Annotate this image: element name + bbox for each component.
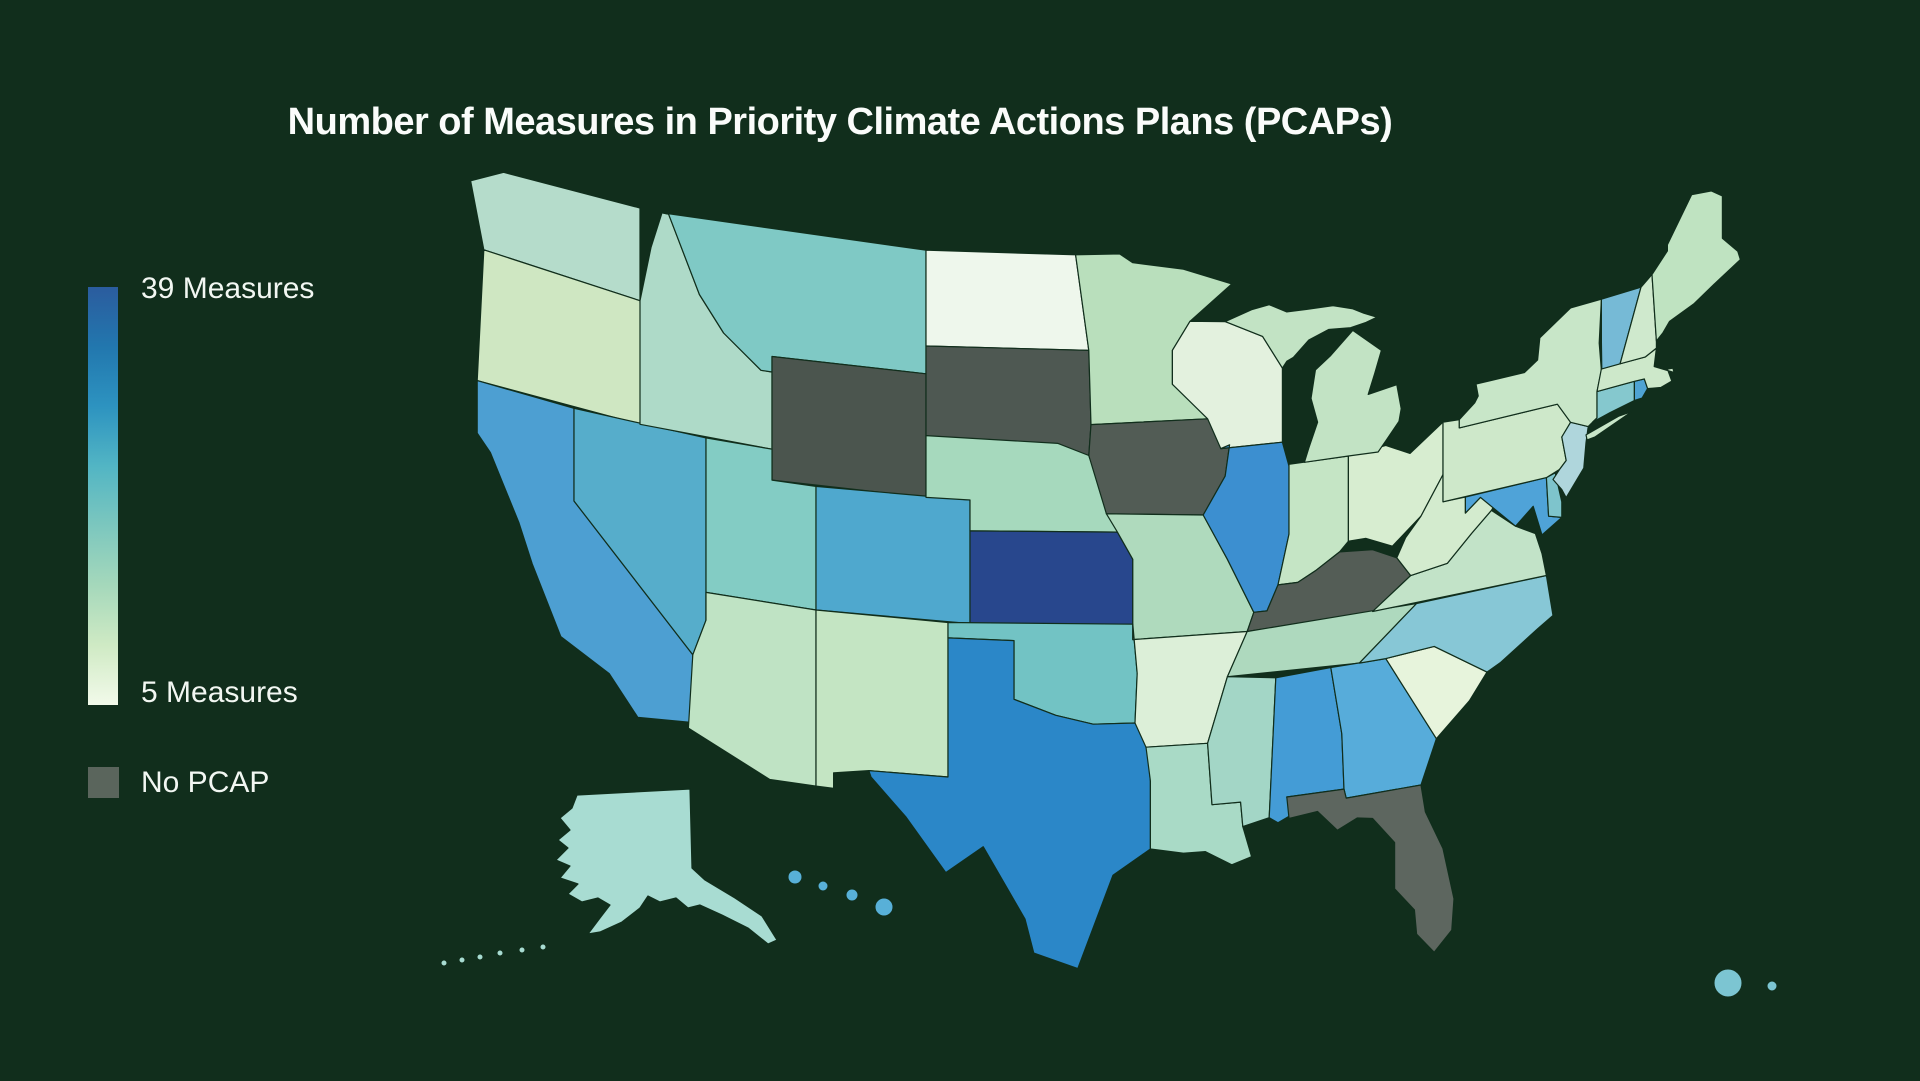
legend-max-label: 39 Measures xyxy=(141,272,315,305)
state-WY[interactable]: Wyoming xyxy=(771,355,927,498)
state-HI-island[interactable] xyxy=(874,897,894,917)
state-HI-island[interactable] xyxy=(845,888,859,902)
state-ND[interactable]: North Dakota xyxy=(925,249,1090,351)
state-MI[interactable]: Michigan xyxy=(1303,329,1402,463)
state-FL[interactable]: Florida xyxy=(1286,784,1455,953)
state-PR-island[interactable] xyxy=(1713,968,1743,998)
state-CO[interactable]: Colorado xyxy=(815,485,971,625)
legend-min-label: 5 Measures xyxy=(141,676,298,709)
state-WI[interactable]: Wisconsin xyxy=(1171,320,1284,450)
state-AK-island[interactable] xyxy=(476,953,484,961)
state-AZ[interactable]: Arizona xyxy=(687,591,817,787)
state-AK-island[interactable] xyxy=(539,943,547,951)
state-WA[interactable]: Washington xyxy=(470,171,641,302)
state-HI-island[interactable] xyxy=(817,880,829,892)
state-AK-island[interactable] xyxy=(496,949,504,957)
state-AK-island[interactable] xyxy=(440,959,448,967)
state-AK-island[interactable] xyxy=(458,956,466,964)
state-TX[interactable]: Texas xyxy=(868,637,1152,970)
state-KS[interactable]: Kansas xyxy=(969,530,1134,625)
state-ME[interactable]: Maine xyxy=(1651,190,1742,342)
state-VT[interactable]: Vermont xyxy=(1600,286,1642,370)
state-NY[interactable]: New York xyxy=(1458,298,1603,429)
state-AK-island[interactable] xyxy=(518,946,526,954)
state-HI-island[interactable] xyxy=(787,869,803,885)
state-IA[interactable]: Iowa xyxy=(1088,418,1231,516)
legend-gradient-bar xyxy=(88,287,118,705)
state-NM[interactable]: New Mexico xyxy=(815,609,949,789)
page-title: Number of Measures in Priority Climate A… xyxy=(287,101,1393,144)
state-NY[interactable]: New York xyxy=(1585,410,1633,441)
state-PR-island[interactable] xyxy=(1766,980,1778,992)
legend-no-pcap-swatch xyxy=(88,767,119,798)
state-MI[interactable]: Michigan xyxy=(1224,304,1378,369)
state-AK[interactable]: Alaska xyxy=(555,788,778,945)
legend-no-pcap-label: No PCAP xyxy=(141,766,270,799)
